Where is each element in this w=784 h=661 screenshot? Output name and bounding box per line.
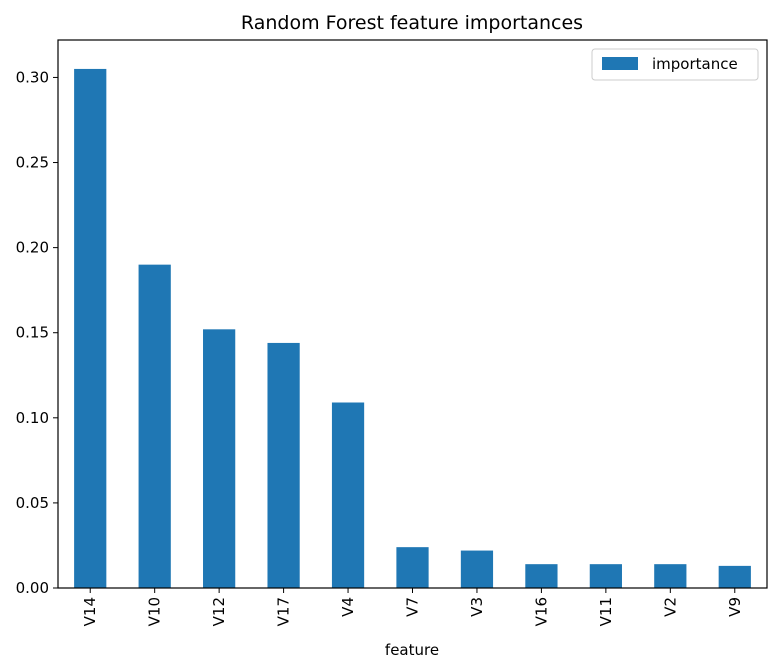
x-tick-label: V12 bbox=[210, 597, 228, 626]
bar-v17 bbox=[267, 342, 300, 588]
bar-v3 bbox=[460, 550, 494, 588]
y-axis: 0.00 0.05 0.10 0.15 0.20 0.25 0.30 bbox=[16, 68, 58, 597]
x-tick-label: V4 bbox=[339, 597, 357, 617]
x-tick-label: V14 bbox=[81, 597, 99, 626]
bar-v9 bbox=[718, 565, 751, 588]
legend-label: importance bbox=[652, 55, 738, 73]
bar-v7 bbox=[396, 547, 429, 588]
bars-layer bbox=[74, 68, 751, 589]
x-tick-label: V17 bbox=[275, 597, 293, 626]
y-tick-label: 0.25 bbox=[16, 154, 49, 172]
chart-title: Random Forest feature importances bbox=[241, 12, 583, 34]
y-tick-label: 0.10 bbox=[16, 409, 49, 427]
bar-v4 bbox=[331, 402, 365, 588]
x-tick-label: V16 bbox=[532, 597, 550, 626]
x-tick-label: V9 bbox=[726, 597, 744, 617]
bar-v10 bbox=[138, 264, 171, 588]
x-tick-label: V11 bbox=[597, 597, 615, 626]
x-tick-label: V3 bbox=[468, 597, 486, 617]
y-tick-label: 0.00 bbox=[16, 579, 49, 597]
bar-v16 bbox=[525, 564, 558, 588]
legend: importance bbox=[591, 48, 759, 81]
legend-swatch bbox=[602, 57, 638, 70]
x-axis: V14 V10 V12 V17 V4 V7 V3 V16 V11 V2 V9 bbox=[81, 588, 744, 626]
bar-v11 bbox=[589, 564, 622, 588]
bar-v14 bbox=[74, 68, 107, 589]
x-tick-label: V7 bbox=[404, 597, 422, 617]
bar-v12 bbox=[203, 329, 236, 588]
x-tick-label: V10 bbox=[146, 597, 164, 626]
legend-box bbox=[591, 48, 759, 81]
y-tick-label: 0.20 bbox=[16, 239, 49, 257]
x-axis-title: feature bbox=[385, 641, 439, 659]
bar-v2 bbox=[654, 564, 687, 588]
x-tick-label: V2 bbox=[661, 597, 679, 617]
y-tick-label: 0.30 bbox=[16, 68, 49, 86]
y-tick-label: 0.05 bbox=[16, 494, 49, 512]
plot-frame bbox=[57, 39, 768, 589]
y-tick-label: 0.15 bbox=[16, 324, 49, 342]
